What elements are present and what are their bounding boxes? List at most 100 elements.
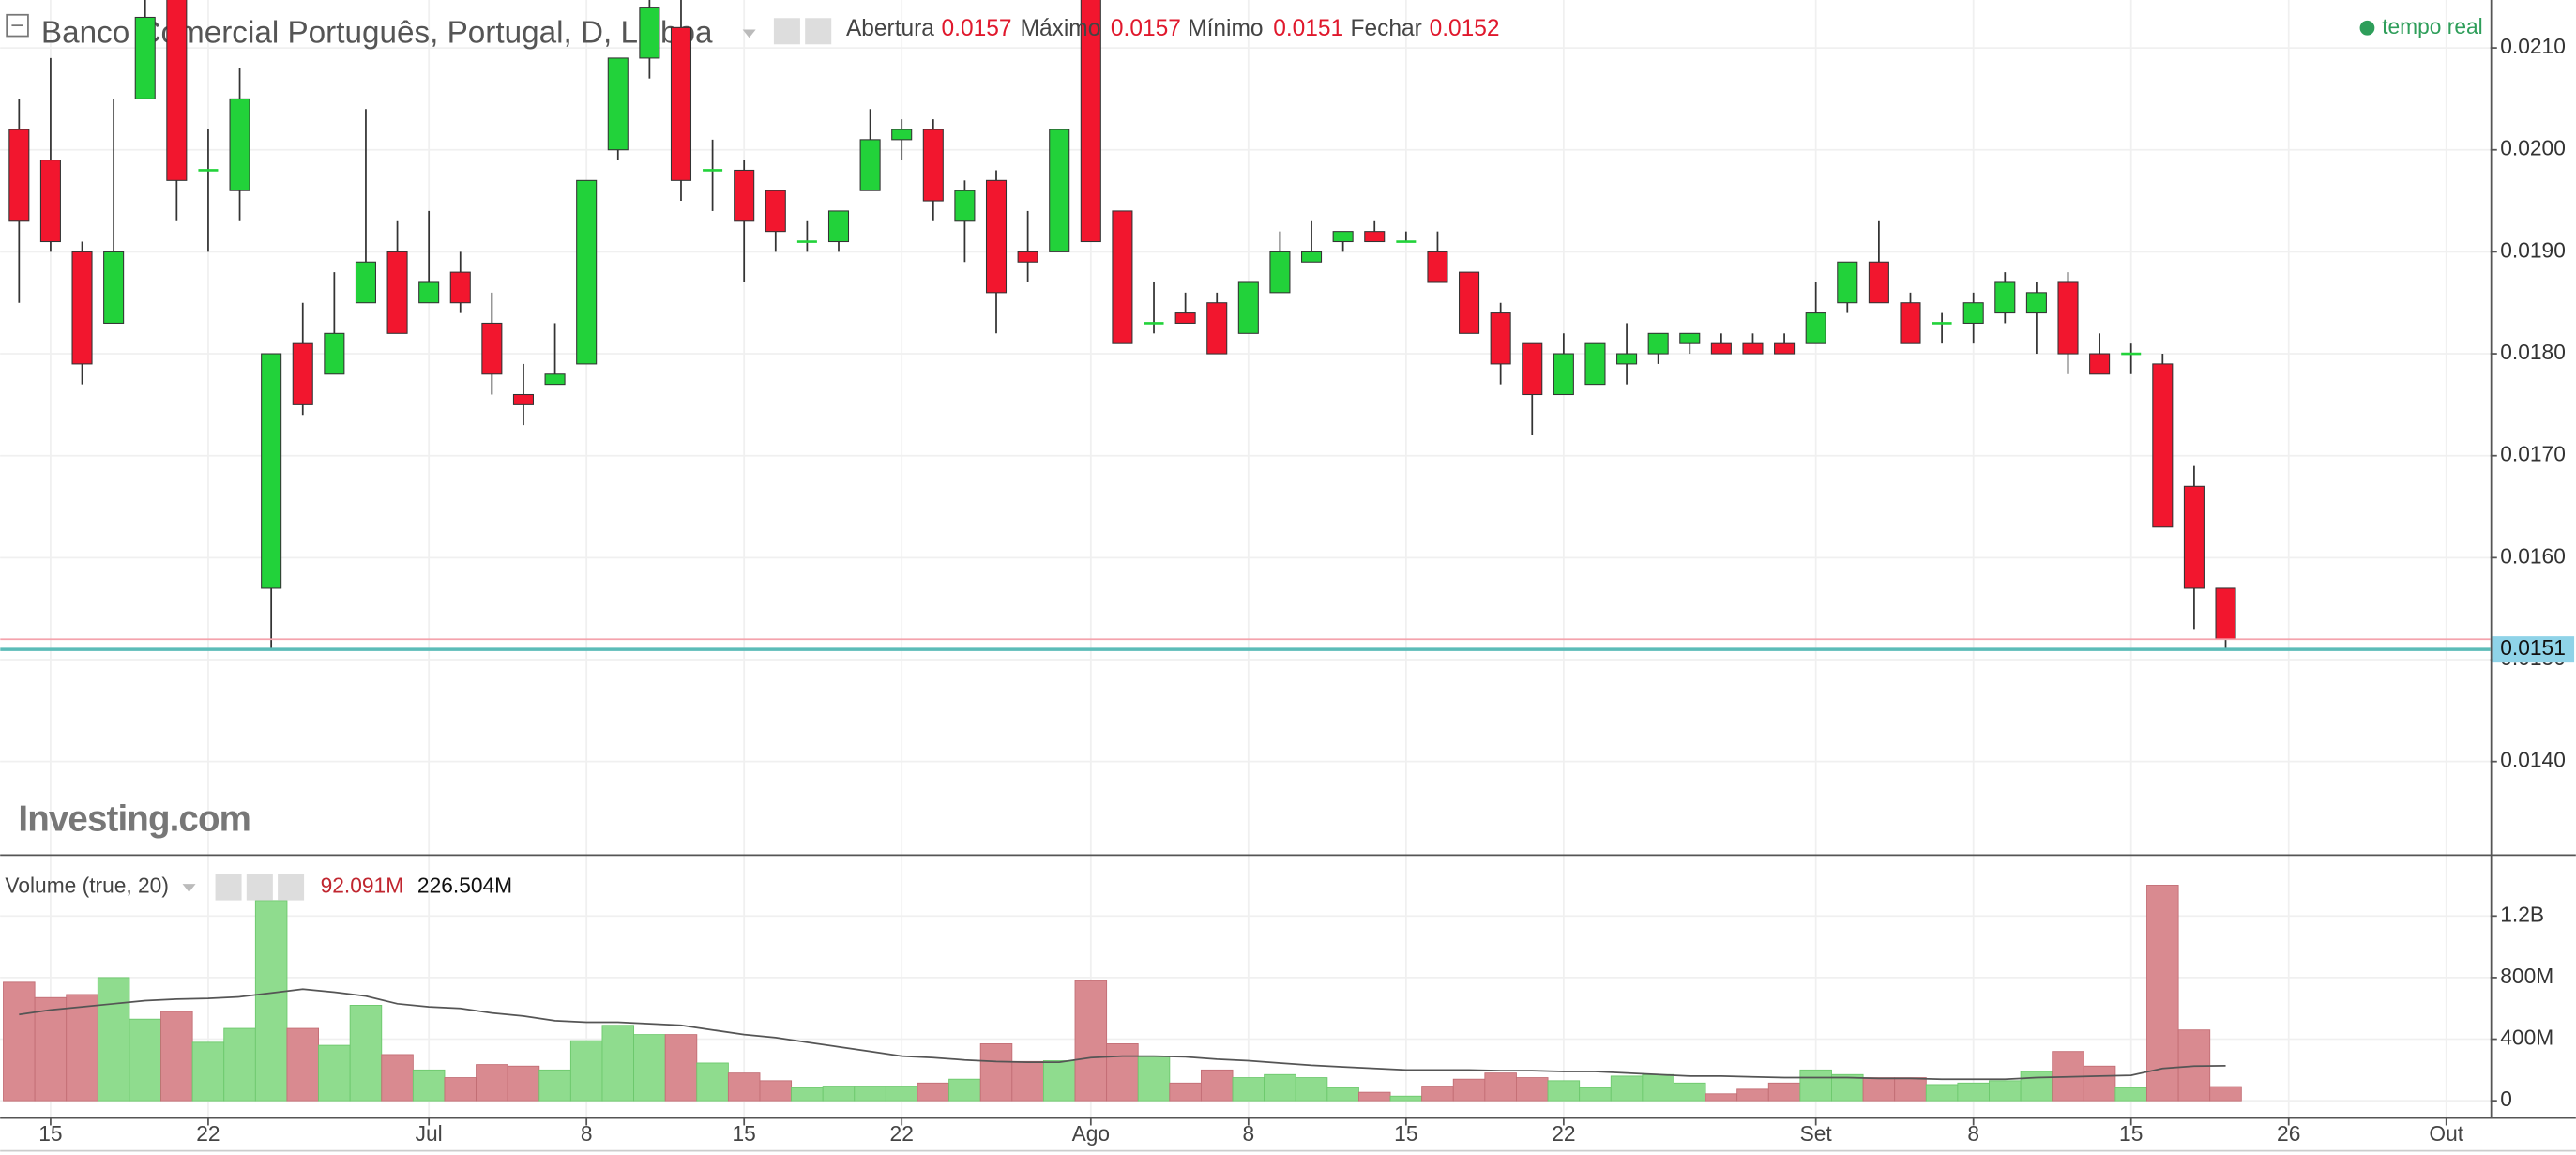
volume-title: Volume (true, 20) xyxy=(5,874,169,898)
candle-body xyxy=(1522,342,1543,396)
candle-body xyxy=(1206,302,1228,355)
dropdown-arrow[interactable] xyxy=(742,29,756,38)
candle-body xyxy=(1080,0,1101,243)
volume-bar xyxy=(2083,1065,2116,1102)
volume-bar xyxy=(1767,1082,1801,1102)
last-price-badge xyxy=(2492,636,2575,663)
last-price-label: 0.0151 xyxy=(2500,635,2566,660)
candle-body xyxy=(1301,251,1323,263)
candle-body xyxy=(827,210,850,243)
volume-bar xyxy=(885,1086,918,1102)
volume-bar xyxy=(1799,1069,1832,1102)
candle-body xyxy=(1994,281,2016,314)
legend-value: 0.0157 xyxy=(1111,16,1181,41)
legend-label: Abertura xyxy=(846,16,934,41)
volume-bar xyxy=(822,1086,856,1102)
y-tick-label: 1.2B xyxy=(2500,902,2544,926)
candle-body xyxy=(639,7,660,59)
legend-label: Mínimo xyxy=(1188,16,1263,41)
volume-bar xyxy=(569,1040,603,1102)
volume-value: 92.091M xyxy=(321,874,404,898)
candle-body xyxy=(1710,342,1732,355)
candle-body xyxy=(2152,363,2174,528)
volume-bar xyxy=(1264,1073,1296,1102)
volume-bar xyxy=(1705,1093,1738,1102)
candle-body xyxy=(576,179,598,365)
volume-bar xyxy=(2020,1071,2053,1102)
candle-body xyxy=(1332,231,1354,243)
candle-body xyxy=(607,57,629,151)
collapse-icon[interactable] xyxy=(6,13,29,38)
price-pane xyxy=(0,0,2491,651)
volume-bar xyxy=(97,977,130,1102)
candle-body xyxy=(324,332,345,375)
candle-body xyxy=(1112,210,1133,344)
candle-body xyxy=(1774,342,1796,355)
candle-body xyxy=(544,373,566,386)
legend-value: 0.0152 xyxy=(1430,16,1500,41)
y-tick-label: 0.0180 xyxy=(2500,340,2566,364)
y-tick-label: 0.0200 xyxy=(2500,136,2566,160)
candle-body xyxy=(1427,251,1448,283)
status-label: tempo real xyxy=(2382,14,2483,38)
legend-label: Fechar xyxy=(1351,16,1422,41)
volume-bar xyxy=(1642,1073,1674,1102)
volume-bar xyxy=(507,1065,540,1102)
volume-bar xyxy=(1106,1043,1139,1102)
volume-bar xyxy=(2209,1086,2242,1102)
watermark: Investing.com xyxy=(18,799,250,840)
candle-body xyxy=(1742,342,1764,355)
settings-button[interactable] xyxy=(246,874,273,901)
candle-body xyxy=(512,393,535,405)
volume-bar xyxy=(286,1027,319,1102)
x-tick-label: 22 xyxy=(1552,1121,1575,1146)
x-tick-label: 22 xyxy=(196,1121,220,1146)
y-tick-label: 0.0140 xyxy=(2500,748,2566,772)
volume-bar xyxy=(1674,1082,1706,1102)
y-tick-label: 0.0190 xyxy=(2500,237,2566,262)
candle-body xyxy=(1553,353,1574,396)
candle-body xyxy=(2183,485,2205,589)
candle-body xyxy=(1459,271,1480,334)
candle-body xyxy=(355,261,376,304)
hide-button[interactable] xyxy=(773,18,800,45)
volume-bar xyxy=(2146,885,2179,1102)
x-tick-label: Jul xyxy=(416,1121,443,1146)
settings-button[interactable] xyxy=(805,18,832,45)
candle-body xyxy=(39,160,61,243)
volume-bar xyxy=(349,1005,383,1102)
y-tick-label: 0.0160 xyxy=(2500,543,2566,568)
candle-body xyxy=(859,139,881,191)
candle-body xyxy=(2025,292,2047,314)
volume-bar xyxy=(444,1077,477,1102)
volume-bar xyxy=(1484,1072,1517,1102)
x-tick-label: 8 xyxy=(581,1121,593,1146)
volume-bar xyxy=(223,1027,256,1102)
volume-bar xyxy=(318,1044,351,1102)
candle-body xyxy=(166,0,188,181)
x-tick-label: 15 xyxy=(1394,1121,1417,1146)
candle-body xyxy=(292,342,313,405)
x-tick-label: 15 xyxy=(2119,1121,2143,1146)
hide-button[interactable] xyxy=(215,874,242,901)
candle-body xyxy=(449,271,471,304)
candle-body xyxy=(2089,353,2111,375)
candle-body xyxy=(1174,312,1196,324)
x-tick-label: 8 xyxy=(1243,1121,1255,1146)
dropdown-arrow[interactable] xyxy=(182,884,196,892)
volume-bar xyxy=(1421,1086,1454,1102)
candle-body xyxy=(1837,261,1858,304)
candle-body xyxy=(1616,353,1638,365)
status-dot xyxy=(2359,20,2375,36)
volume-bar xyxy=(3,981,36,1102)
close-button[interactable] xyxy=(278,874,305,901)
candle-body xyxy=(765,190,786,233)
candle-body xyxy=(1900,302,1921,344)
volume-bar xyxy=(1232,1077,1265,1102)
y-tick-label: 0.0210 xyxy=(2500,34,2566,58)
x-tick-label: 22 xyxy=(890,1121,914,1146)
candle-body xyxy=(2057,281,2079,355)
candle-body xyxy=(8,129,30,222)
legend-value: 0.0151 xyxy=(1273,16,1343,41)
